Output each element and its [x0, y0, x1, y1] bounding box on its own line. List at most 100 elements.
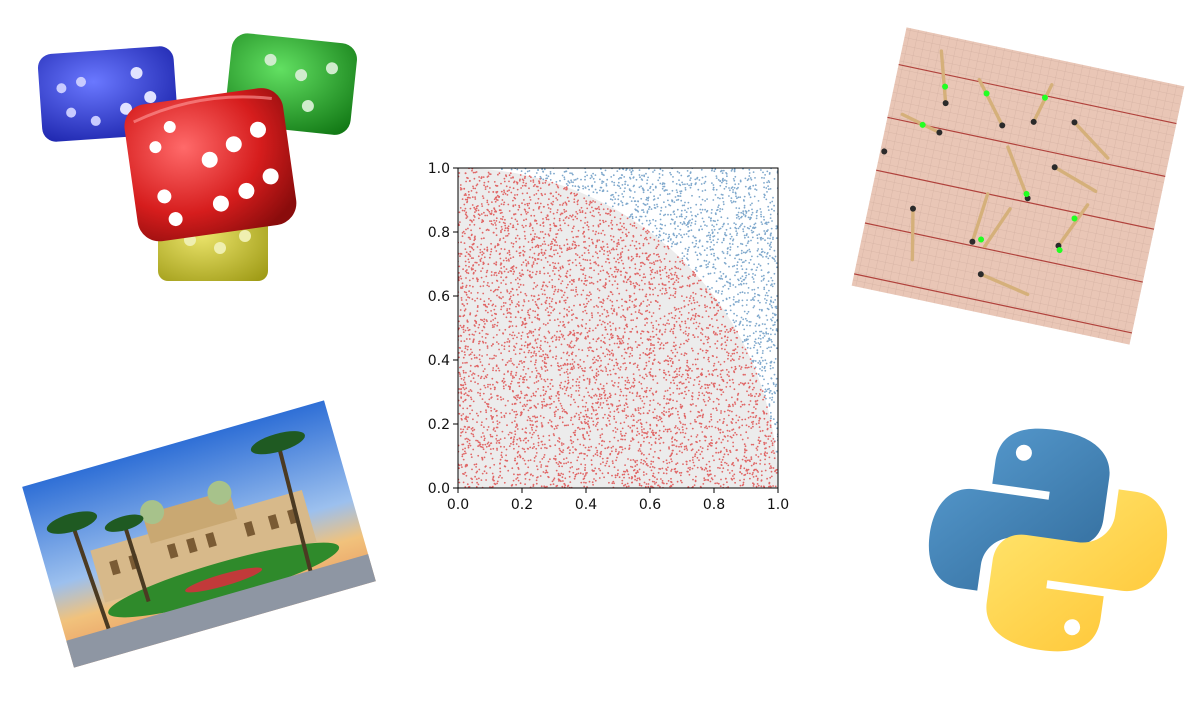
- point-inside: [527, 309, 530, 312]
- point-outside: [593, 181, 596, 183]
- point-inside: [619, 394, 621, 397]
- point-inside: [578, 418, 581, 421]
- point-inside: [524, 341, 527, 343]
- point-inside: [599, 223, 602, 226]
- point-inside: [532, 209, 535, 211]
- point-inside: [465, 299, 468, 301]
- point-inside: [538, 334, 541, 336]
- point-inside: [482, 370, 485, 373]
- point-inside: [752, 443, 755, 446]
- point-inside: [503, 446, 506, 448]
- point-inside: [634, 273, 637, 276]
- point-inside: [496, 482, 498, 485]
- point-inside: [534, 367, 537, 369]
- point-inside: [466, 428, 469, 430]
- point-inside: [501, 199, 504, 201]
- point-inside: [565, 424, 568, 427]
- point-inside: [533, 446, 535, 448]
- point-inside: [508, 320, 511, 323]
- point-inside: [512, 205, 515, 208]
- point-inside: [641, 431, 644, 433]
- point-inside: [663, 406, 666, 409]
- point-inside: [466, 361, 468, 364]
- point-inside: [522, 457, 524, 460]
- point-outside: [702, 220, 705, 223]
- point-outside: [629, 196, 631, 198]
- point-inside: [622, 336, 625, 339]
- point-inside: [610, 307, 613, 310]
- point-inside: [646, 318, 649, 320]
- point-outside: [743, 225, 746, 228]
- point-outside: [672, 241, 675, 243]
- point-inside: [728, 472, 731, 474]
- point-inside: [513, 334, 516, 337]
- point-inside: [519, 401, 522, 404]
- point-outside: [660, 209, 662, 212]
- point-inside: [747, 382, 750, 385]
- point-inside: [523, 300, 526, 303]
- point-inside: [696, 456, 699, 459]
- point-inside: [602, 402, 605, 404]
- point-outside: [769, 188, 772, 190]
- point-outside: [728, 282, 731, 285]
- point-inside: [478, 217, 480, 220]
- point-inside: [531, 447, 534, 450]
- point-inside: [502, 385, 505, 388]
- point-outside: [727, 281, 729, 284]
- point-outside: [678, 179, 680, 182]
- point-outside: [720, 275, 723, 277]
- point-inside: [705, 463, 708, 466]
- point-inside: [657, 456, 660, 459]
- point-inside: [643, 431, 645, 434]
- point-inside: [657, 484, 660, 487]
- point-inside: [498, 348, 500, 351]
- point-inside: [460, 340, 463, 343]
- point-inside: [666, 462, 668, 465]
- point-inside: [684, 320, 687, 323]
- point-inside: [652, 472, 655, 475]
- point-inside: [587, 425, 590, 428]
- point-inside: [544, 370, 547, 372]
- point-inside: [646, 431, 649, 433]
- point-inside: [516, 476, 519, 479]
- point-inside: [583, 267, 586, 269]
- point-inside: [548, 345, 551, 348]
- point-inside: [582, 269, 585, 271]
- point-inside: [552, 200, 555, 203]
- point-outside: [646, 179, 649, 182]
- point-inside: [710, 296, 713, 299]
- point-inside: [747, 394, 750, 397]
- point-inside: [510, 437, 512, 440]
- point-inside: [559, 364, 562, 367]
- point-inside: [649, 287, 652, 290]
- point-inside: [666, 275, 668, 278]
- point-outside: [687, 264, 690, 266]
- point-inside: [601, 472, 604, 475]
- point-inside: [601, 265, 603, 268]
- point-outside: [756, 266, 759, 269]
- point-inside: [534, 246, 537, 248]
- point-inside: [622, 341, 625, 344]
- point-outside: [743, 200, 745, 202]
- point-outside: [762, 216, 765, 218]
- point-inside: [560, 381, 563, 384]
- point-outside: [711, 287, 713, 289]
- point-inside: [481, 456, 483, 459]
- point-inside: [601, 240, 604, 243]
- point-inside: [675, 274, 678, 277]
- scatter-points: [458, 168, 778, 488]
- point-outside: [680, 199, 683, 202]
- point-inside: [592, 282, 595, 285]
- point-inside: [541, 403, 544, 406]
- point-outside: [555, 181, 558, 183]
- point-inside: [470, 453, 473, 456]
- point-inside: [556, 209, 559, 211]
- point-outside: [761, 384, 764, 387]
- point-outside: [721, 172, 724, 175]
- point-inside: [525, 373, 527, 375]
- point-inside: [588, 319, 591, 321]
- point-inside: [557, 408, 559, 411]
- point-inside: [572, 378, 574, 381]
- point-inside: [655, 437, 657, 440]
- point-inside: [625, 281, 628, 284]
